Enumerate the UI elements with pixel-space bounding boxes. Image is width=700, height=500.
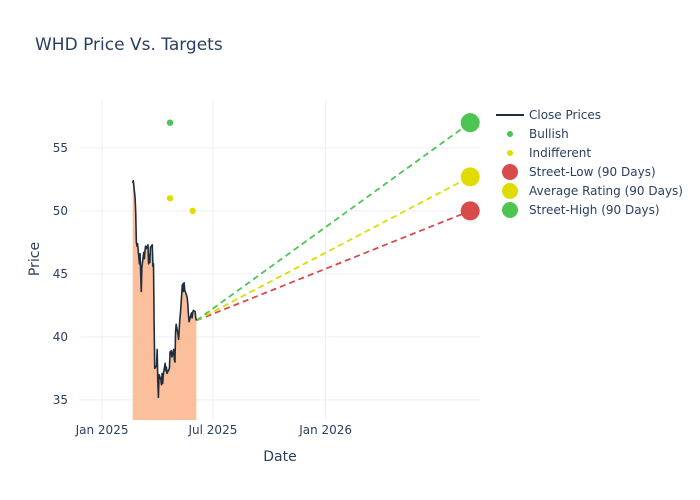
legend-label: Close Prices [529,108,601,122]
target-marker-high [460,113,480,133]
x-tick-label: Jul 2025 [188,423,238,437]
legend-item[interactable]: Close Prices [496,108,601,122]
rating-markers-layer [166,119,196,215]
legend-label: Bullish [529,127,569,141]
legend-label: Street-Low (90 Days) [529,165,656,179]
legend[interactable]: Close Prices Bullish Indifferent Street-Low… [496,108,683,218]
bullish-marker [166,119,174,126]
y-tick-label: 40 [53,330,68,344]
legend-item[interactable]: Street-High (90 Days) [502,202,660,218]
legend-item[interactable]: Indifferent [507,146,591,160]
legend-item[interactable]: Average Rating (90 Days) [502,183,683,199]
target-marker-average [460,167,480,187]
x-tick-label: Jan 2025 [75,423,129,437]
y-tick-label: 55 [53,141,68,155]
legend-swatch-dot [502,164,518,180]
legend-item[interactable]: Street-Low (90 Days) [502,164,656,180]
legend-item[interactable]: Bullish [507,127,569,141]
projection-line-average [195,176,471,322]
y-tick-label: 50 [53,204,68,218]
legend-swatch-dot [507,150,513,156]
x-axis-title: Date [263,449,296,465]
projection-line-low [196,210,471,322]
legend-swatch-dot [502,202,518,218]
legend-label: Indifferent [529,146,591,160]
legend-swatch-dot [507,131,513,137]
target-marker-low [460,201,480,221]
target-markers-layer [460,113,480,221]
y-tick-label: 45 [53,267,68,281]
projection-line-high [195,121,471,322]
close-price-line [131,179,198,399]
y-tick-label: 35 [53,393,68,407]
close-price-area [132,180,197,420]
close-price-line-layer [131,179,198,399]
tick-labels: 35 40 45 50 55 Jan 2025 Jul 2025 Jan 2026 [53,141,352,437]
legend-swatch-dot [502,183,518,199]
chart-title: WHD Price Vs. Targets [35,35,223,55]
close-price-fill-layer [132,180,197,420]
indifferent-marker [189,207,196,215]
legend-label: Average Rating (90 Days) [529,184,683,198]
legend-label: Street-High (90 Days) [529,203,660,217]
projection-lines-layer [195,121,471,322]
x-tick-label: Jan 2026 [298,423,352,437]
indifferent-marker [166,195,174,202]
y-axis-title: Price [27,242,43,276]
